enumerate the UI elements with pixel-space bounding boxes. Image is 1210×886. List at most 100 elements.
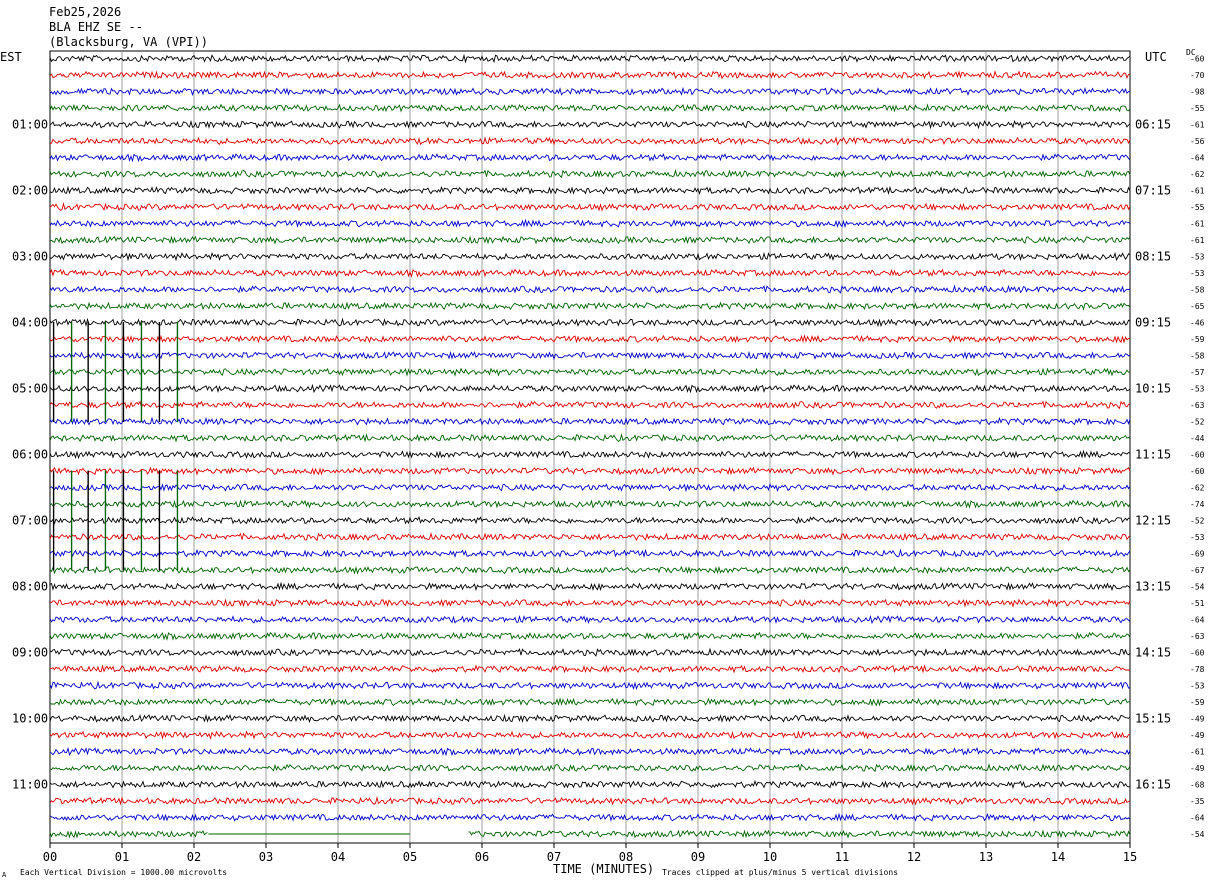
dc-offset-label: -68: [1190, 781, 1205, 790]
dc-offset-label: -78: [1190, 665, 1205, 674]
right-hour-label: 09:15: [1135, 316, 1171, 330]
dc-offset-label: -49: [1190, 764, 1205, 773]
trace-line: [49, 763, 1131, 773]
dc-offset-label: -58: [1190, 286, 1205, 295]
trace-line: [49, 516, 1131, 525]
dc-offset-label: -98: [1190, 88, 1205, 97]
dc-offset-label: -61: [1190, 748, 1205, 757]
dc-offset-label: -52: [1190, 418, 1205, 427]
right-hour-label: 14:15: [1135, 646, 1171, 660]
trace-line: [49, 367, 1131, 377]
right-hour-label: 11:15: [1135, 448, 1171, 462]
dc-offset-label: -51: [1190, 599, 1205, 608]
trace-line: [49, 664, 1131, 674]
trace-line: [49, 499, 1131, 509]
header-date: Feb25,2026: [49, 5, 122, 19]
trace-line: [49, 202, 1131, 212]
trace-line: [49, 383, 1131, 394]
dc-offset-label: -61: [1190, 187, 1205, 196]
right-hour-label: 10:15: [1135, 382, 1171, 396]
header-location: (Blacksburg, VA (VPI)): [49, 35, 208, 49]
trace-line: [49, 746, 1131, 757]
trace-line: [49, 400, 1131, 410]
dc-offset-label: -62: [1190, 484, 1205, 493]
right-hour-label: 06:15: [1135, 118, 1171, 132]
dc-offset-label: -35: [1190, 797, 1205, 806]
trace-line: [49, 103, 1131, 113]
left-timezone-label: EST: [0, 50, 22, 64]
dc-offset-label: -60: [1190, 451, 1205, 460]
dc-offset-label: -67: [1190, 566, 1205, 575]
dc-offset-label: -54: [1190, 830, 1205, 839]
left-hour-label: 02:00: [12, 184, 48, 198]
x-tick-label: 10: [763, 850, 777, 864]
dc-offset-label: -53: [1190, 385, 1205, 394]
trace-line: [49, 301, 1131, 311]
left-hour-label: 04:00: [12, 316, 48, 330]
footer-scale-note: Each Vertical Division = 1000.00 microvo…: [20, 868, 228, 877]
x-tick-label: 07: [547, 850, 561, 864]
dc-offset-label: -49: [1190, 715, 1205, 724]
x-tick-label: 00: [43, 850, 57, 864]
trace-line: [49, 713, 1131, 724]
dc-offset-label: -61: [1190, 236, 1205, 245]
dc-offset-label: -74: [1190, 500, 1205, 509]
trace-line: [49, 829, 1131, 839]
dc-offset-label: -58: [1190, 352, 1205, 361]
trace-line: [49, 680, 1130, 691]
dc-offset-label: -53: [1190, 253, 1205, 262]
trace-line: [49, 449, 1131, 460]
x-tick-label: 06: [475, 850, 489, 864]
trace-line: [49, 235, 1131, 245]
trace-line: [49, 812, 1131, 823]
dc-offset-label: -63: [1190, 401, 1205, 410]
trace-line: [49, 350, 1131, 361]
trace-line: [49, 416, 1131, 426]
trace-line: [49, 136, 1131, 146]
x-tick-label: 13: [979, 850, 993, 864]
dc-offset-label: -52: [1190, 517, 1205, 526]
right-hour-label: 13:15: [1135, 580, 1171, 594]
dc-offset-label: -60: [1190, 55, 1205, 64]
left-hour-label: 11:00: [12, 778, 48, 792]
right-hour-label: 12:15: [1135, 514, 1171, 528]
trace-line: [49, 614, 1131, 625]
x-tick-label: 03: [259, 850, 273, 864]
x-tick-label: 04: [331, 850, 345, 864]
trace-line: [49, 532, 1131, 542]
x-tick-label: 02: [187, 850, 201, 864]
dc-offset-label: -54: [1190, 583, 1205, 592]
dc-label: DC: [1186, 48, 1196, 57]
right-hour-label: 07:15: [1135, 184, 1171, 198]
dc-offset-label: -60: [1190, 649, 1205, 658]
x-tick-label: 09: [691, 850, 705, 864]
trace-line: [49, 268, 1131, 278]
dc-offset-label: -61: [1190, 121, 1205, 130]
dc-offset-label: -60: [1190, 467, 1205, 476]
trace-line: [49, 119, 1131, 130]
trace-line: [49, 631, 1131, 641]
footer-mark: A: [2, 871, 7, 879]
left-hour-label: 10:00: [12, 712, 48, 726]
left-hour-label: 06:00: [12, 448, 48, 462]
left-hour-label: 09:00: [12, 646, 48, 660]
footer-clip-note: Traces clipped at plus/minus 5 vertical …: [662, 868, 899, 877]
trace-line: [49, 647, 1131, 657]
dc-offset-label: -49: [1190, 731, 1205, 740]
dc-offset-label: -59: [1190, 698, 1205, 707]
trace-line: [49, 565, 1131, 575]
trace-line: [49, 730, 1131, 740]
dc-offset-label: -53: [1190, 682, 1205, 691]
dc-offset-label: -59: [1190, 335, 1205, 344]
dc-offset-label: -46: [1190, 319, 1205, 328]
dc-offset-label: -55: [1190, 104, 1205, 113]
trace-line: [49, 548, 1131, 559]
trace-line: [49, 466, 1131, 476]
plot-frame: [49, 50, 1131, 844]
trace-line: [49, 779, 1131, 789]
left-hour-label: 01:00: [12, 118, 48, 132]
trace-line: [49, 251, 1131, 262]
right-hour-label: 16:15: [1135, 778, 1171, 792]
trace-line: [49, 70, 1131, 80]
trace-line: [49, 334, 1131, 344]
